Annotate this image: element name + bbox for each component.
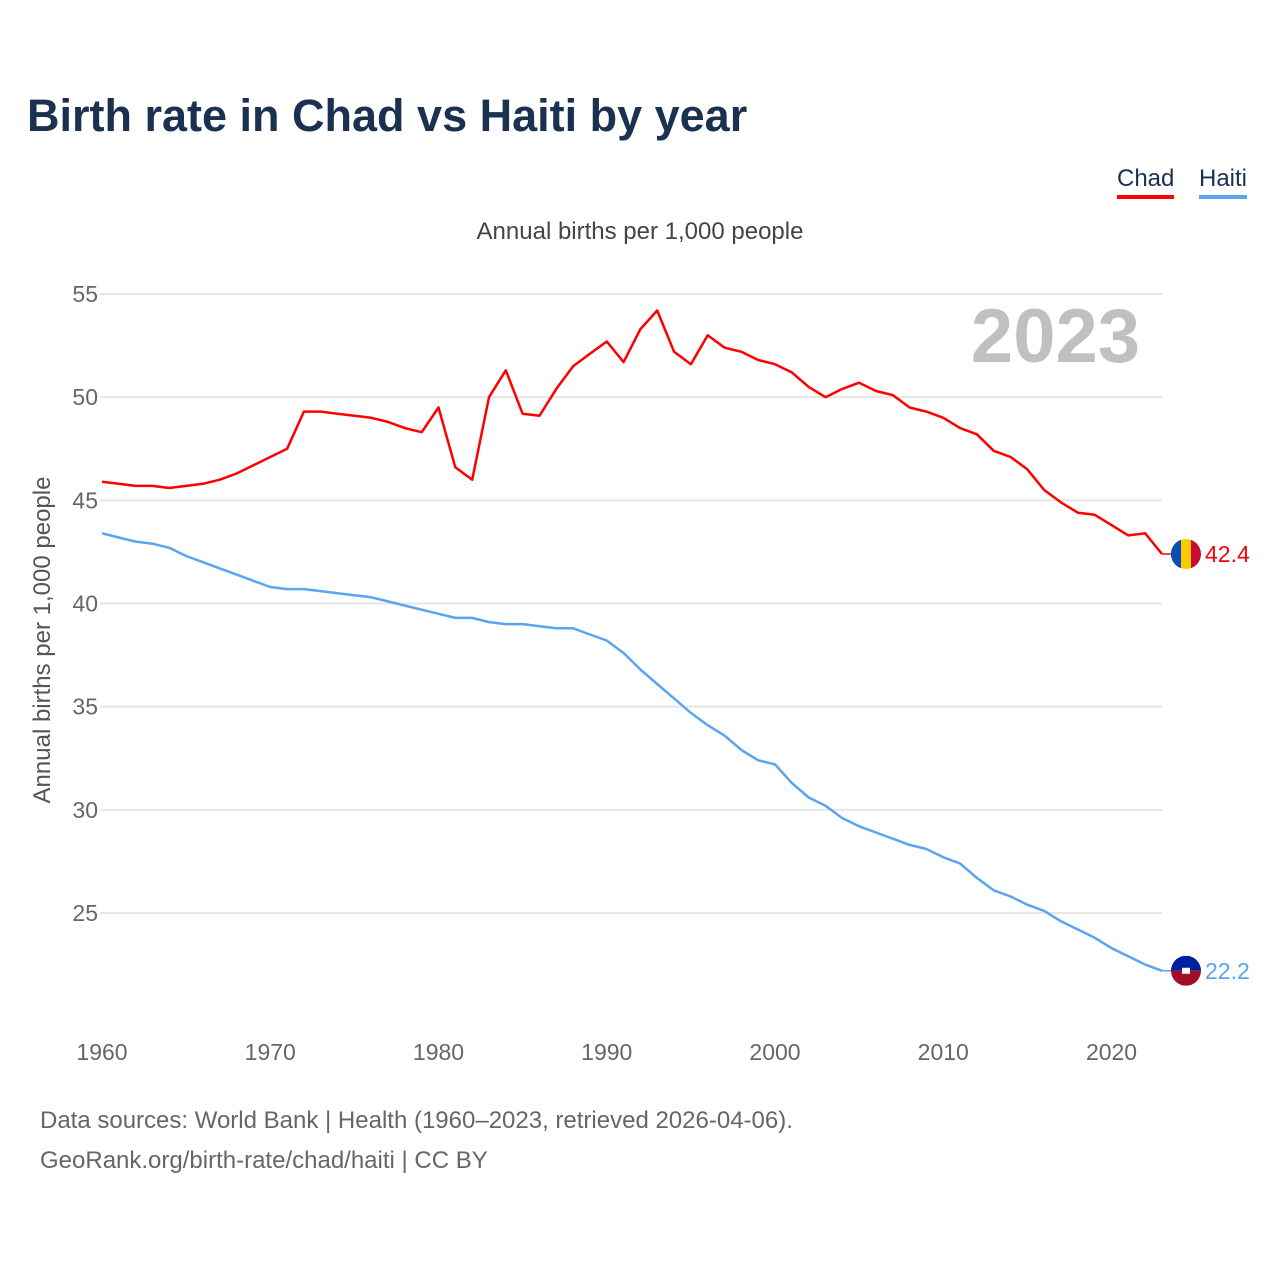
y-tick-label: 40 (72, 591, 98, 617)
y-tick-label: 45 (72, 487, 98, 513)
y-tick-label: 35 (72, 694, 98, 720)
x-tick-label: 1960 (76, 1039, 127, 1065)
y-axis-label: Annual births per 1,000 people (29, 477, 56, 804)
legend-chad[interactable]: Chad (1117, 165, 1175, 199)
year-label: 2023 (971, 294, 1140, 379)
x-tick-label: 1970 (245, 1039, 296, 1065)
x-tick-label: 2020 (1086, 1039, 1137, 1065)
x-tick-label: 1990 (581, 1039, 632, 1065)
series-line-chad (101, 309, 1163, 555)
y-tick-label: 30 (72, 797, 98, 823)
y-tick-label: 25 (72, 900, 98, 926)
legend-haiti[interactable]: Haiti (1199, 165, 1248, 199)
chart-title: Birth rate in Chad vs Haiti by year (27, 90, 748, 141)
x-tick-label: 2000 (749, 1039, 800, 1065)
haiti-flag-icon (1171, 955, 1201, 986)
x-tick-label: 1980 (413, 1039, 464, 1065)
source-line: Data sources: World Bank | Health (1960–… (40, 1107, 793, 1134)
end-value-label: 42.4 (1205, 541, 1250, 567)
chad-flag-icon (1171, 538, 1201, 569)
end-value-label: 22.2 (1205, 958, 1250, 984)
x-tick-label: 2010 (918, 1039, 969, 1065)
chart-subtitle: Annual births per 1,000 people (476, 218, 804, 245)
y-tick-label: 50 (72, 384, 98, 410)
source-link[interactable]: GeoRank.org/birth-rate/chad/haiti | CC B… (40, 1147, 488, 1174)
series-line-haiti (101, 532, 1163, 972)
y-tick-label: 55 (72, 281, 98, 307)
